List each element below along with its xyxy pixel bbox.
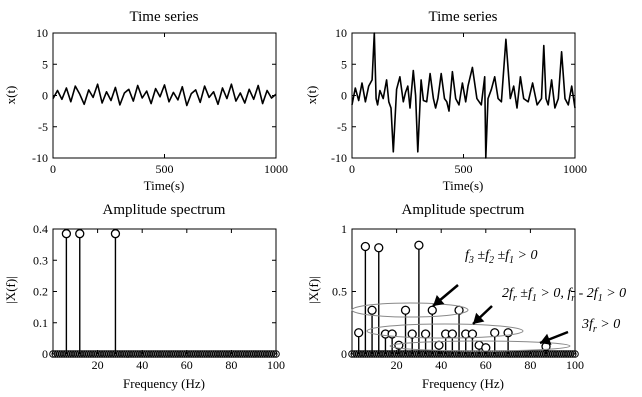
x-axis-label: Frequency (Hz)	[123, 376, 205, 391]
x-tick-label: 40	[136, 358, 148, 372]
stem-marker	[110, 229, 121, 239]
x-tick-label: 1000	[264, 162, 288, 176]
stem-marker	[354, 328, 364, 338]
x-axis-label: Time(s)	[144, 178, 185, 193]
y-tick-label: 5	[42, 57, 48, 71]
stem-marker	[374, 243, 384, 253]
group-ellipse	[366, 323, 524, 339]
annotations-layer: f3 ±f2 ±f1 > 0 2fr ±f1 > 0, fr - 2f1 > 0 3…	[351, 248, 626, 352]
x-tick-label: 80	[524, 358, 536, 372]
x-axis-label: Frequency (Hz)	[422, 376, 504, 391]
x-tick-label: 500	[156, 162, 174, 176]
y-tick-label: 0	[341, 89, 347, 103]
baseline-marker	[272, 350, 280, 358]
annotation-arrowhead	[540, 333, 552, 345]
series-line	[52, 83, 277, 107]
x-tick-label: 40	[435, 358, 447, 372]
y-tick-label: -5	[337, 120, 347, 134]
x-tick-label: 60	[181, 358, 193, 372]
series-line	[351, 32, 576, 159]
stem-marker	[360, 241, 371, 252]
y-tick-label: -10	[32, 151, 48, 165]
amplitude-spectrum-left-panel: Amplitude spectrum Frequency (Hz) |X(f)|…	[3, 202, 285, 391]
y-tick-label: 0	[341, 347, 347, 361]
annotation-label: 2fr ±f1 > 0, fr - 2f1 > 0	[502, 286, 626, 304]
y-tick-label: 10	[335, 26, 347, 40]
stem-marker	[467, 329, 478, 339]
panel-title: Amplitude spectrum	[402, 202, 525, 218]
x-tick-label: 80	[225, 358, 237, 372]
time-series-left-panel: Time series Time(s) x(t) 0 500 1000 10 5 0 -5 -…	[3, 9, 288, 193]
baseline-marker	[267, 350, 276, 358]
stem-marker	[400, 305, 411, 315]
y-tick-label: 0.5	[332, 285, 347, 299]
x-tick-label: 100	[566, 358, 584, 372]
x-tick-label: 100	[267, 358, 285, 372]
stem-marker	[447, 329, 458, 339]
stem-marker	[61, 229, 72, 239]
stem-marker	[434, 340, 444, 350]
annotation-arrowhead	[473, 312, 485, 324]
x-tick-label: 0	[349, 162, 355, 176]
x-tick-label: 60	[480, 358, 492, 372]
y-tick-label: 0.2	[33, 285, 48, 299]
x-tick-label: 20	[92, 358, 104, 372]
stem-marker	[75, 229, 85, 239]
baseline-marker	[568, 350, 577, 358]
stem-marker	[481, 343, 491, 353]
y-axis-label: x(t)	[304, 86, 319, 105]
stem-marker	[414, 240, 424, 250]
x-tick-label: 20	[391, 358, 403, 372]
annotation-label: f3 ±f2 ±f1 > 0	[465, 248, 538, 266]
y-tick-label: 10	[36, 26, 48, 40]
y-tick-label: -10	[331, 151, 347, 165]
y-tick-label: 0	[42, 89, 48, 103]
x-tick-label: 500	[455, 162, 473, 176]
y-tick-label: 5	[341, 57, 347, 71]
y-tick-label: -5	[38, 120, 48, 134]
y-tick-label: 1	[341, 222, 347, 236]
y-axis-label: |X(f)|	[306, 276, 321, 304]
stem-marker	[427, 305, 437, 315]
panel-title: Time series	[428, 9, 497, 25]
amplitude-spectrum-right-panel: Amplitude spectrum Frequency (Hz) |X(f)|…	[306, 202, 584, 391]
stem-marker	[420, 329, 431, 339]
panel-title: Amplitude spectrum	[103, 202, 226, 218]
stem-marker	[490, 328, 500, 338]
baseline-marker	[571, 350, 579, 358]
panel-title: Time series	[129, 9, 198, 25]
y-tick-label: 0.1	[33, 316, 48, 330]
stem-marker	[407, 329, 417, 339]
y-tick-label: 0.3	[33, 253, 48, 267]
y-axis-label: x(t)	[3, 86, 18, 105]
y-axis-label: |X(f)|	[3, 276, 18, 304]
y-tick-label: 0	[42, 347, 48, 361]
x-tick-label: 0	[50, 162, 56, 176]
stem-marker	[367, 305, 377, 315]
group-ellipse	[351, 302, 469, 318]
time-series-right-panel: Time series Time(s) x(t) 0 500 1000 10 5 0 -5 -…	[304, 9, 587, 193]
annotation-arrowhead	[433, 294, 445, 306]
group-ellipse	[389, 340, 571, 352]
annotation-label: 3fr > 0	[581, 317, 620, 335]
y-tick-label: 0.4	[33, 222, 48, 236]
baseline-marker	[269, 350, 278, 358]
baseline-marker	[566, 350, 575, 358]
plot-frame	[52, 228, 277, 355]
x-axis-label: Time(s)	[443, 178, 484, 193]
x-tick-label: 1000	[563, 162, 587, 176]
